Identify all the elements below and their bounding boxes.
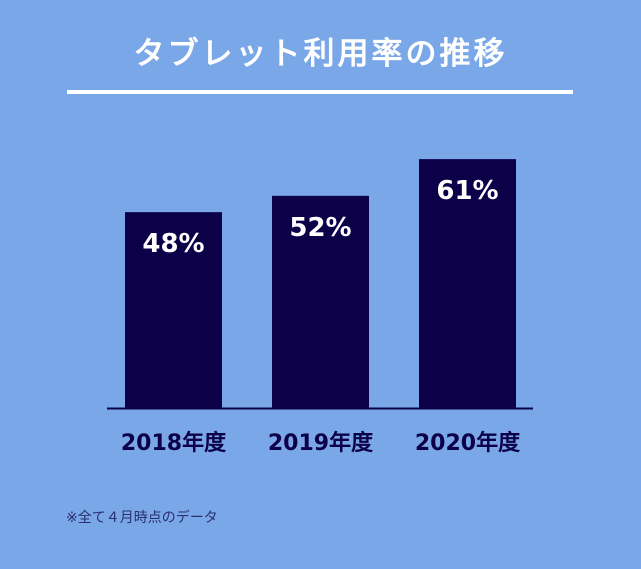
bar-1	[125, 212, 222, 408]
bar-3	[419, 159, 516, 408]
category-label-3: 2020年度	[415, 430, 521, 456]
chart-title: タブレット利用率の推移	[133, 36, 508, 72]
bar-value-label-2: 52%	[289, 213, 351, 243]
category-label-1: 2018年度	[121, 430, 227, 456]
bar-value-label-3: 61%	[436, 176, 498, 206]
title-underline	[67, 90, 573, 94]
category-label-2: 2019年度	[268, 430, 374, 456]
bar-value-label-1: 48%	[142, 229, 204, 259]
bar-2	[272, 195, 369, 408]
footnote: ※全て４月時点のデータ	[66, 510, 218, 526]
